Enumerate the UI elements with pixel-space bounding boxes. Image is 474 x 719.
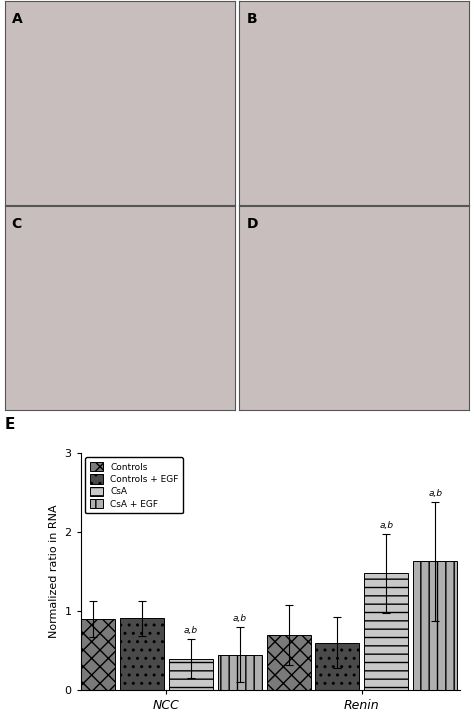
Text: a,b: a,b — [428, 489, 442, 498]
Bar — [413, 562, 457, 690]
Bar — [365, 573, 409, 690]
Text: E: E — [5, 417, 15, 432]
Text: D: D — [246, 216, 258, 231]
Text: a,b: a,b — [379, 521, 393, 530]
Bar — [169, 659, 213, 690]
Bar — [218, 654, 262, 690]
Legend: Controls, Controls + EGF, CsA, CsA + EGF: Controls, Controls + EGF, CsA, CsA + EGF — [85, 457, 183, 513]
Bar — [71, 619, 115, 690]
Bar — [120, 618, 164, 690]
Bar — [266, 635, 310, 690]
Text: A: A — [12, 12, 22, 26]
Text: C: C — [12, 216, 22, 231]
Text: a,b: a,b — [183, 626, 198, 635]
Y-axis label: Normalized ratio in RNA: Normalized ratio in RNA — [49, 505, 59, 638]
Text: a,b: a,b — [233, 614, 246, 623]
Bar — [315, 643, 359, 690]
Text: B: B — [246, 12, 257, 26]
